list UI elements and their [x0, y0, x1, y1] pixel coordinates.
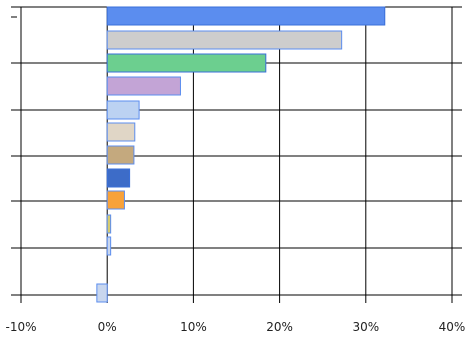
bar-7	[106, 168, 131, 188]
bar-9	[106, 214, 112, 234]
bar-3	[106, 76, 181, 96]
bar-6	[106, 145, 135, 165]
x-tick-label-4: 30%	[352, 320, 379, 334]
x-tick-label-2: 10%	[180, 320, 207, 334]
x-tick-label-5: 40%	[439, 320, 466, 334]
bar-10	[106, 236, 112, 256]
bar-2	[106, 53, 267, 73]
bar-0	[106, 6, 386, 26]
x-tick-label-1: 0%	[98, 320, 117, 334]
bar-4	[106, 100, 140, 120]
bar-1	[106, 30, 343, 50]
bar-11	[96, 283, 108, 303]
bar-8	[106, 190, 125, 210]
x-tick-label-0: -10%	[5, 320, 36, 334]
x-tick-label-3: 20%	[266, 320, 293, 334]
bar-5	[106, 122, 136, 142]
